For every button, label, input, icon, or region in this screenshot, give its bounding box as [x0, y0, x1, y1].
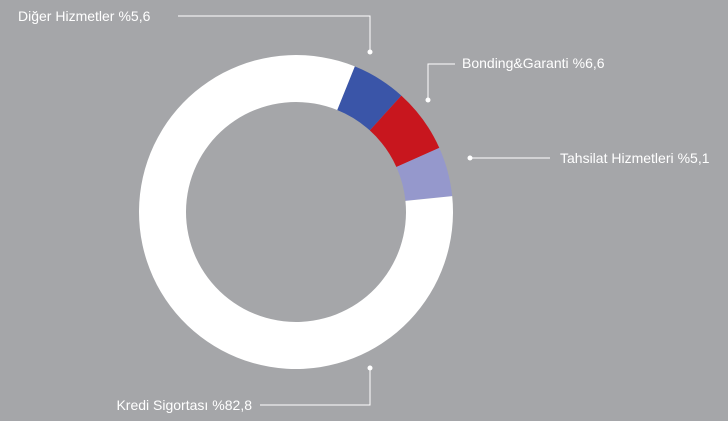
category-name: Tahsilat Hizmetleri [560, 150, 674, 166]
leader-lines [178, 15, 550, 406]
category-name: Diğer Hizmetler [18, 8, 115, 24]
leader-dot [367, 365, 373, 371]
leader-line [427, 63, 455, 100]
value-label: %82,8 [212, 397, 252, 413]
slice-label: Tahsilat Hizmetleri %5,1 [560, 150, 710, 166]
donut-slice [396, 147, 453, 201]
donut-slice [139, 55, 454, 370]
value-label: %5,6 [118, 8, 150, 24]
leader-dot [467, 155, 473, 161]
value-label: %5,1 [678, 150, 710, 166]
slice-label: Diğer Hizmetler %5,6 [18, 8, 151, 24]
leader-line [260, 368, 371, 406]
category-name: Kredi Sigortası [116, 397, 208, 413]
donut [139, 55, 454, 370]
donut-slice [337, 66, 402, 131]
donut-slice [369, 95, 440, 168]
category-name: Bonding&Garanti [462, 55, 569, 71]
leader-dot [367, 49, 373, 55]
leader-line [178, 15, 371, 52]
slice-label: Kredi Sigortası %82,8 [116, 397, 252, 413]
value-label: %6,6 [573, 55, 605, 71]
slice-label: Bonding&Garanti %6,6 [462, 55, 605, 71]
leader-dot [425, 97, 431, 103]
